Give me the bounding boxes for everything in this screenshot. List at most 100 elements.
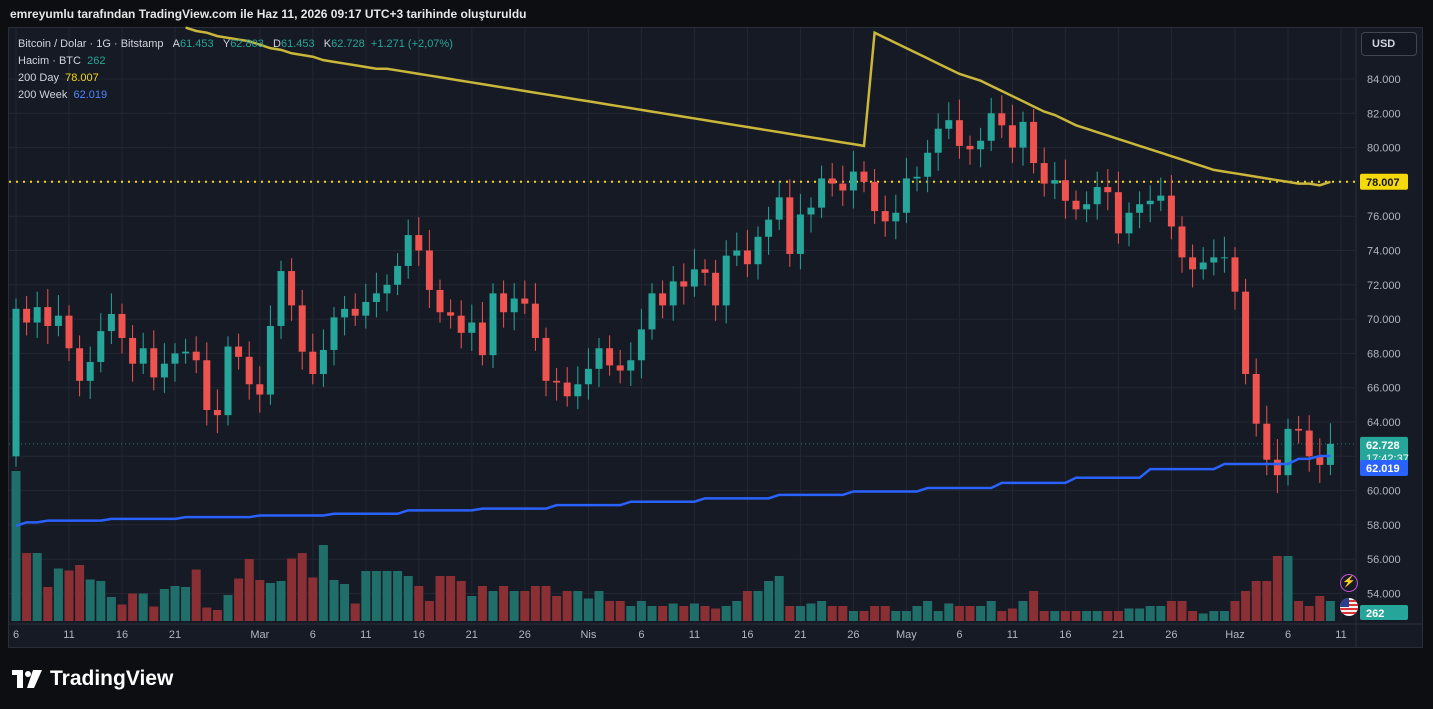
candle-body bbox=[489, 293, 497, 356]
x-tick-label: 26 bbox=[519, 629, 531, 641]
candle-body bbox=[860, 171, 868, 182]
candle-body bbox=[690, 269, 698, 287]
volume-bar bbox=[265, 583, 275, 621]
volume-bar bbox=[764, 581, 774, 621]
y-tick-label: 54.000 bbox=[1367, 589, 1401, 601]
x-tick-label: 16 bbox=[1059, 629, 1071, 641]
volume-bar bbox=[891, 611, 901, 621]
chart-frame[interactable] bbox=[8, 27, 1423, 648]
volume-bar bbox=[1304, 606, 1314, 621]
candle-body bbox=[383, 284, 391, 294]
x-tick-label: Nis bbox=[580, 629, 596, 641]
candle-body bbox=[203, 360, 211, 410]
candle-body bbox=[298, 305, 306, 352]
candle-body bbox=[892, 212, 900, 222]
volume-bar bbox=[456, 581, 466, 621]
tradingview-brand[interactable]: TradingView bbox=[12, 667, 173, 691]
legend-close-value: 62.728 bbox=[331, 38, 365, 50]
volume-bar bbox=[318, 545, 328, 621]
volume-bar bbox=[96, 581, 106, 621]
candle-body bbox=[563, 382, 571, 397]
candle-body bbox=[341, 308, 349, 318]
volume-bar bbox=[827, 606, 837, 621]
legend-ma-day-label: 200 Day bbox=[18, 72, 59, 84]
volume-bar bbox=[446, 576, 456, 621]
volume-bar bbox=[1230, 601, 1240, 621]
candle-body bbox=[637, 329, 645, 361]
legend-volume-row[interactable]: Hacim · BTC 262 bbox=[18, 53, 453, 70]
last-price-label-bg bbox=[1360, 436, 1408, 465]
y-tick-label: 56.000 bbox=[1367, 554, 1401, 566]
candle-body bbox=[1305, 430, 1313, 457]
candle-body bbox=[807, 207, 815, 215]
volume-bar bbox=[541, 586, 551, 621]
candle-body bbox=[796, 214, 804, 254]
candle-body bbox=[319, 349, 327, 374]
volume-bar bbox=[1050, 611, 1060, 621]
candle-body bbox=[150, 348, 158, 378]
candle-body bbox=[12, 308, 20, 457]
candle-body bbox=[107, 313, 115, 332]
legend-low-value: 61.453 bbox=[280, 38, 315, 50]
volume-bar bbox=[223, 595, 233, 621]
volume-bar bbox=[880, 606, 890, 621]
candle-body bbox=[404, 235, 412, 266]
volume-bar bbox=[106, 597, 116, 621]
volume-bar bbox=[1018, 601, 1028, 621]
y-tick-label: 58.000 bbox=[1367, 520, 1401, 532]
candle-body bbox=[76, 348, 84, 381]
legend-symbol[interactable]: Bitcoin / Dolar · 1G · Bitstamp bbox=[18, 38, 164, 50]
candle-body bbox=[1146, 200, 1154, 205]
candle-body bbox=[171, 353, 179, 364]
candle-body bbox=[934, 128, 942, 153]
candle-body bbox=[86, 361, 94, 381]
candle-body bbox=[394, 265, 402, 285]
candle-body bbox=[1231, 257, 1239, 292]
y-tick-label: 82.000 bbox=[1367, 108, 1401, 120]
candle-body bbox=[553, 380, 561, 383]
volume-bar bbox=[287, 558, 297, 621]
volume-price-label-bg bbox=[1360, 605, 1408, 620]
volume-bar bbox=[138, 593, 148, 621]
volume-bar bbox=[1209, 611, 1219, 621]
candle-body bbox=[871, 181, 879, 212]
x-tick-label: 21 bbox=[466, 629, 478, 641]
candle-body bbox=[1136, 204, 1144, 213]
candle-body bbox=[129, 337, 137, 364]
currency-selector[interactable]: USD bbox=[1361, 32, 1417, 56]
candle-body bbox=[849, 171, 857, 191]
legend-close-label: K bbox=[323, 38, 332, 50]
legend-open-label: A bbox=[172, 38, 181, 50]
candle-body bbox=[266, 325, 274, 395]
volume-bar bbox=[594, 591, 604, 621]
candle-body bbox=[415, 235, 423, 251]
candle-body bbox=[277, 271, 285, 326]
volume-bar bbox=[435, 576, 445, 621]
candle-body bbox=[500, 293, 508, 313]
volume-bar bbox=[923, 601, 933, 621]
volume-bar bbox=[1251, 581, 1261, 621]
volume-bar bbox=[1283, 556, 1293, 621]
candle-body bbox=[945, 120, 953, 129]
x-tick-label: 6 bbox=[13, 629, 19, 641]
volume-bar bbox=[954, 606, 964, 621]
volume-bar bbox=[626, 606, 636, 621]
candle-body bbox=[118, 313, 126, 338]
candle-body bbox=[1210, 257, 1218, 263]
volume-bar bbox=[573, 591, 583, 621]
candle-body bbox=[1295, 428, 1303, 431]
legend-low-label: D bbox=[273, 38, 281, 50]
candle-body bbox=[966, 145, 974, 150]
us-flag-icon[interactable] bbox=[1340, 598, 1358, 616]
volume-bar bbox=[658, 606, 668, 621]
volume-bar bbox=[350, 603, 360, 621]
volume-bar bbox=[1071, 611, 1081, 621]
candle-body bbox=[1199, 262, 1207, 270]
legend-ma-week-row[interactable]: 200 Week 62.019 bbox=[18, 87, 453, 104]
legend-ma-day-row[interactable]: 200 Day 78.007 bbox=[18, 70, 453, 87]
chart-legend: Bitcoin / Dolar · 1G · Bitstamp A61.453 … bbox=[18, 36, 453, 104]
y-tick-label: 70.000 bbox=[1367, 314, 1401, 326]
x-tick-label: 11 bbox=[63, 629, 74, 641]
flash-icon[interactable]: ⚡ bbox=[1340, 574, 1358, 592]
